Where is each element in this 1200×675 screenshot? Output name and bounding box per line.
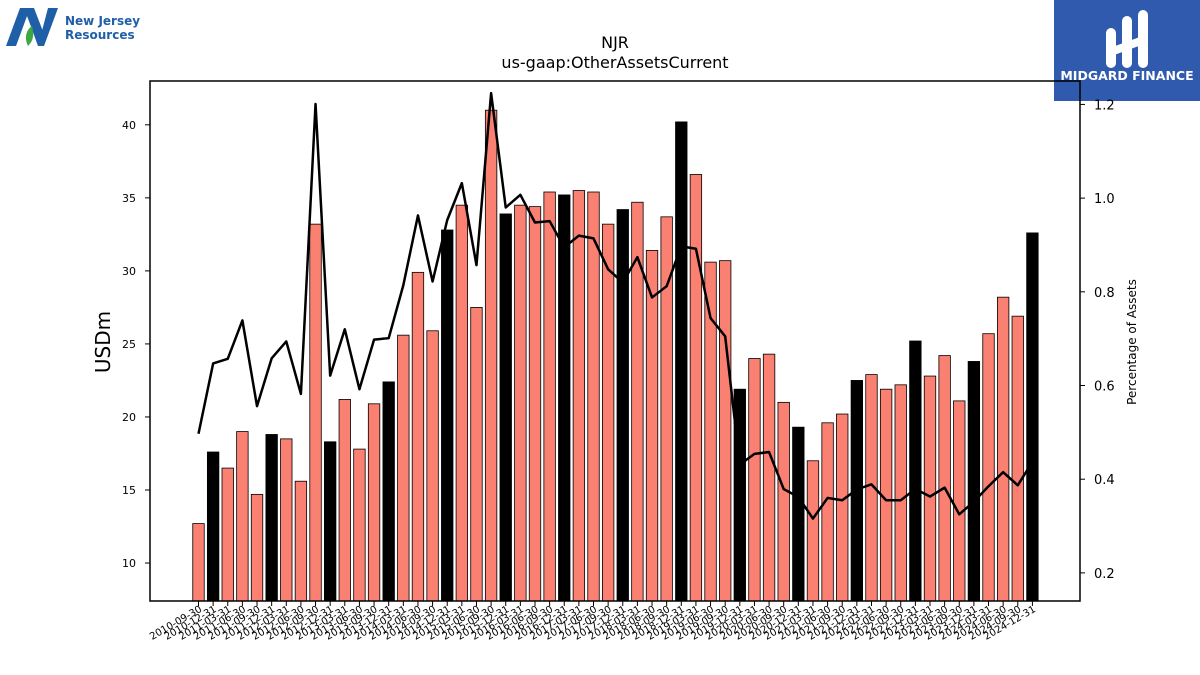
y2-tick-label: 1.2 <box>1094 98 1115 113</box>
bar <box>982 333 995 602</box>
x-axis: 2010-09-302010-12-312011-03-312011-06-30… <box>148 601 1038 643</box>
bar <box>294 480 308 602</box>
bar <box>616 209 629 602</box>
line-series <box>197 91 1034 520</box>
bar <box>997 296 1010 602</box>
bar <box>719 260 732 602</box>
bar <box>382 381 395 602</box>
bar <box>1026 232 1039 602</box>
bar <box>938 355 951 602</box>
bar <box>587 191 600 602</box>
company-logo: New Jersey Resources <box>4 4 154 50</box>
y2-tick-label: 0.8 <box>1094 286 1115 301</box>
y2-axis-label: Percentage of Assets <box>1125 279 1139 405</box>
njr-logo-mark: New Jersey Resources <box>6 8 140 46</box>
bar <box>894 384 907 602</box>
bar <box>280 438 293 602</box>
bar <box>777 401 790 602</box>
bar <box>470 306 483 602</box>
plot-frame <box>149 80 1081 602</box>
y-axis: 10 15 20 25 30 35 40 <box>122 119 150 570</box>
percentage-line <box>197 91 1034 520</box>
y-tick-label: 40 <box>122 119 136 132</box>
bar <box>675 121 688 602</box>
bar <box>689 174 703 602</box>
bar <box>367 403 381 602</box>
bar <box>792 426 805 602</box>
y2-axis: 0.2 0.4 0.6 0.8 1.0 1.2 <box>1080 98 1115 582</box>
bar <box>250 493 264 602</box>
bar <box>572 190 586 602</box>
bar <box>543 191 556 602</box>
midgard-logo-mark: MIDGARD FINANCE <box>1060 10 1194 83</box>
midgard-logo: MIDGARD FINANCE <box>1054 0 1200 101</box>
y2-tick-label: 0.6 <box>1094 380 1115 395</box>
bar <box>528 206 542 602</box>
bar <box>762 353 776 602</box>
bar <box>206 451 220 602</box>
bar <box>645 250 659 602</box>
bar <box>324 441 337 602</box>
bar <box>514 204 527 602</box>
bar <box>748 358 761 602</box>
chart-title: NJR <box>601 33 629 52</box>
y-axis-label: USDm <box>91 311 115 373</box>
y2-tick-label: 0.2 <box>1094 567 1115 582</box>
y-tick-label: 30 <box>122 265 136 278</box>
y-tick-label: 25 <box>122 338 136 351</box>
bar <box>426 330 439 602</box>
logo-line1: New Jersey <box>65 14 140 28</box>
bar <box>411 271 425 602</box>
chart-subtitle: us-gaap:OtherAssetsCurrent <box>501 53 728 72</box>
bar <box>499 213 512 602</box>
midgard-logo-text: MIDGARD FINANCE <box>1060 68 1193 83</box>
bar <box>923 375 937 602</box>
bar <box>265 434 278 602</box>
y-tick-label: 35 <box>122 192 136 205</box>
bar <box>967 361 981 602</box>
bar <box>558 194 571 602</box>
y2-tick-label: 1.0 <box>1094 192 1115 207</box>
bar <box>1011 315 1024 602</box>
bar <box>821 422 834 602</box>
bar <box>441 229 454 602</box>
bar <box>909 340 922 602</box>
bar <box>236 431 249 602</box>
bar <box>353 448 366 602</box>
bar <box>192 523 205 602</box>
logo-line2: Resources <box>65 28 135 42</box>
y-tick-label: 15 <box>122 484 136 497</box>
bar <box>338 399 351 602</box>
bar-series <box>192 109 1039 602</box>
bar <box>484 109 498 602</box>
bar <box>836 413 849 602</box>
bar <box>309 223 322 602</box>
y-tick-label: 20 <box>122 411 136 424</box>
bar <box>953 400 966 602</box>
y2-tick-label: 0.4 <box>1094 473 1115 488</box>
y-tick-label: 10 <box>122 557 136 570</box>
bar <box>397 334 410 602</box>
bar <box>455 204 468 602</box>
bar <box>601 223 615 602</box>
bar <box>806 460 820 602</box>
bar <box>221 467 234 602</box>
